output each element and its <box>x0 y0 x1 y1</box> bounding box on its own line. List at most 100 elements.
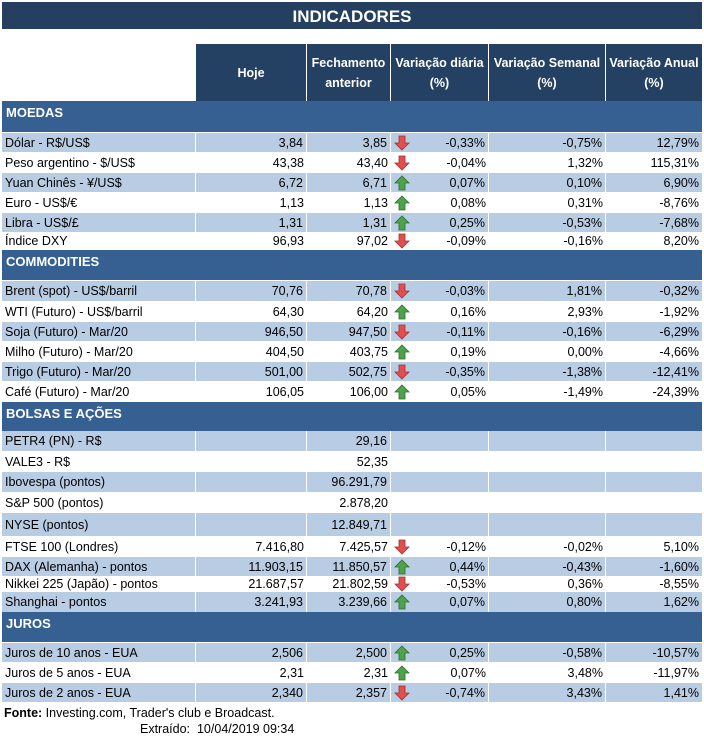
value-var-anual: -0,32% <box>659 284 699 298</box>
value-fechamento: 3.239,66 <box>307 592 391 612</box>
value-var-semanal: -0,75% <box>489 133 606 152</box>
row-label: PETR4 (PN) - R$ <box>2 431 196 451</box>
table-row: PETR4 (PN) - R$ 29,16 <box>2 431 702 451</box>
header-var-diaria: Variação diária (%) <box>391 44 489 101</box>
value-var-anual: -10,57% <box>652 645 699 660</box>
table-row: Índice DXY 96,93 97,02 -0,09% -0,16% 8,20% <box>2 232 702 250</box>
table-row: Peso argentino - $/US$ 43,38 43,40 -0,04% 1,… <box>2 153 702 172</box>
value-var-semanal: 0,00% <box>567 344 603 359</box>
value-hoje: 2,506 <box>196 643 307 662</box>
value-hoje <box>196 472 307 492</box>
value-hoje: 64,30 <box>272 304 304 319</box>
row-label: Juros de 5 anos - EUA <box>5 665 131 680</box>
value-fechamento: 96.291,79 <box>307 472 391 492</box>
section-title: BOLSAS E AÇÕES <box>6 406 122 421</box>
source-note: Fonte: Investing.com, Trader's club e Br… <box>4 706 275 720</box>
value-var-semanal: 3,43% <box>489 683 606 702</box>
row-label: Brent (spot) - US$/barril <box>2 281 196 301</box>
value-fechamento: 2.878,20 <box>339 495 388 510</box>
value-var-semanal: -0,02% <box>563 539 603 554</box>
value-var-diaria <box>391 472 489 492</box>
value-hoje: 6,72 <box>196 173 307 192</box>
value-fechamento: 2,500 <box>307 643 391 662</box>
value-var-anual <box>606 431 702 451</box>
table-row: Dólar - R$/US$ 3,84 3,85 -0,33% -0,75% 12,79% <box>2 133 702 152</box>
value-fechamento: 6,71 <box>307 173 391 192</box>
value-hoje <box>196 492 307 513</box>
value-fechamento: 64,20 <box>356 304 388 319</box>
value-var-diaria: 0,05% <box>450 384 486 399</box>
value-hoje <box>196 513 307 536</box>
value-var-diaria: 0,08% <box>450 195 486 210</box>
value-fechamento: 947,50 <box>307 322 391 341</box>
header-var-anual: Variação Anual (%) <box>606 44 702 101</box>
arrow-up-icon <box>394 174 410 190</box>
arrow-up-icon <box>394 383 410 399</box>
row-label: Shanghai - pontos <box>2 592 196 612</box>
value-var-anual: 1,41% <box>663 685 699 700</box>
value-fechamento: 52,35 <box>356 455 388 469</box>
value-var-anual: -1,92% <box>659 304 699 319</box>
header-hoje: Hoje <box>196 44 307 101</box>
section-title: JUROS <box>6 616 51 631</box>
value-var-diaria: 0,19% <box>450 344 486 359</box>
table-row: Soja (Futuro) - Mar/20 946,50 947,50 -0,11%… <box>2 322 702 341</box>
arrow-down-icon <box>394 324 410 340</box>
value-var-diaria: 0,07% <box>450 665 486 680</box>
value-var-semanal: -0,16% <box>489 322 606 341</box>
row-label: Juros de 2 anos - EUA <box>2 683 196 702</box>
value-hoje <box>196 431 307 451</box>
value-var-semanal <box>489 452 606 472</box>
arrow-up-icon <box>394 558 410 574</box>
value-hoje: 1,31 <box>196 213 307 232</box>
arrow-up-icon <box>394 303 410 319</box>
value-var-diaria: -0,35% <box>391 362 489 381</box>
value-var-semanal: -0,16% <box>563 234 603 248</box>
section-title: COMMODITIES <box>6 254 100 269</box>
row-label: FTSE 100 (Londres) <box>5 539 119 554</box>
value-var-diaria: -0,12% <box>446 539 486 554</box>
value-var-anual: -6,29% <box>659 324 699 339</box>
value-var-anual: -4,66% <box>659 344 699 359</box>
row-label: Dólar - R$/US$ <box>2 133 196 152</box>
value-fechamento: 1,13 <box>363 195 388 210</box>
value-hoje: 106,05 <box>265 384 304 399</box>
section-header: JUROS <box>2 612 702 642</box>
value-hoje: 2,340 <box>196 683 307 702</box>
value-var-anual: -12,41% <box>652 364 699 379</box>
extracted-note: Extraído: 10/04/2019 09:34 <box>140 722 294 736</box>
value-hoje: 96,93 <box>272 234 304 248</box>
value-var-semanal: 0,10% <box>489 173 606 192</box>
row-label: Peso argentino - $/US$ <box>5 155 135 170</box>
value-var-diaria: -0,53% <box>446 577 486 591</box>
value-var-diaria <box>391 513 489 536</box>
value-hoje: 3,84 <box>196 133 307 152</box>
value-var-anual: 12,79% <box>656 135 699 150</box>
value-var-anual: -8,55% <box>659 577 699 591</box>
arrow-up-icon <box>394 194 410 210</box>
value-var-semanal: -0,53% <box>489 213 606 232</box>
table-row: Ibovespa (pontos) 96.291,79 <box>2 472 702 492</box>
value-var-semanal <box>489 513 606 536</box>
table-row: WTI (Futuro) - US$/barril 64,30 64,20 0,16%… <box>2 302 702 321</box>
arrow-down-icon <box>394 233 410 249</box>
value-fechamento: 1,31 <box>307 213 391 232</box>
value-fechamento: 70,78 <box>307 281 391 301</box>
value-var-anual: -24,39% <box>652 384 699 399</box>
value-var-diaria: 0,07% <box>391 173 489 192</box>
value-var-anual <box>606 452 702 472</box>
section-header: COMMODITIES <box>2 250 702 280</box>
value-var-diaria <box>391 431 489 451</box>
value-var-semanal: 1,32% <box>567 155 603 170</box>
row-label: Soja (Futuro) - Mar/20 <box>2 322 196 341</box>
arrow-up-icon <box>394 594 410 610</box>
arrow-up-icon <box>394 214 410 230</box>
row-label: Libra - US$/£ <box>2 213 196 232</box>
row-label: Índice DXY <box>5 234 68 248</box>
table-row: Libra - US$/£ 1,31 1,31 0,25% -0,53% -7,68% <box>2 213 702 232</box>
value-var-anual: -7,68% <box>659 215 699 230</box>
value-var-diaria: -0,11% <box>391 322 489 341</box>
value-fechamento: 502,75 <box>307 362 391 381</box>
table-row: Brent (spot) - US$/barril 70,76 70,78 -0,03… <box>2 281 702 301</box>
table-row: NYSE (pontos) 12.849,71 <box>2 513 702 536</box>
